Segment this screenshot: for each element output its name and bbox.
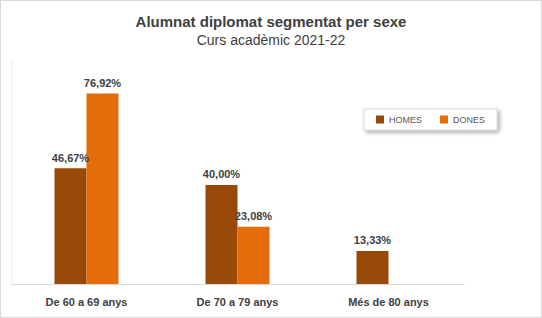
- svg-text:76,92%: 76,92%: [84, 77, 122, 89]
- svg-text:De 60 a 69 anys: De 60 a 69 anys: [46, 296, 128, 308]
- svg-text:23,08%: 23,08%: [235, 210, 273, 222]
- svg-text:DONES: DONES: [453, 115, 485, 125]
- svg-text:13,33%: 13,33%: [354, 234, 392, 246]
- svg-text:Alumnat diplomat segmentat per: Alumnat diplomat segmentat per sexe: [136, 13, 407, 30]
- svg-text:HOMES: HOMES: [389, 115, 422, 125]
- svg-text:Curs acadèmic 2021-22: Curs acadèmic 2021-22: [197, 32, 346, 48]
- svg-text:40,00%: 40,00%: [203, 168, 241, 180]
- svg-text:Més de 80 anys: Més de 80 anys: [348, 296, 429, 308]
- svg-text:46,67%: 46,67%: [52, 152, 90, 164]
- svg-text:De 70 a 79 anys: De 70 a 79 anys: [197, 296, 279, 308]
